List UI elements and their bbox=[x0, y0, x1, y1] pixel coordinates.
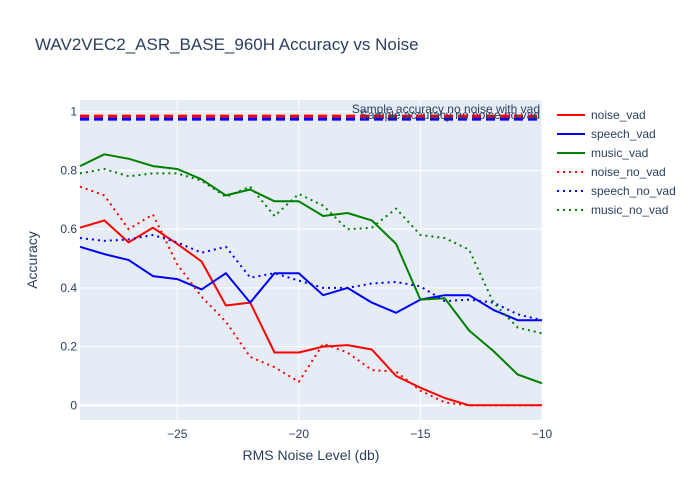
legend-item[interactable]: music_vad bbox=[557, 146, 648, 160]
legend-label: music_no_vad bbox=[591, 203, 668, 217]
legend-item[interactable]: music_no_vad bbox=[557, 203, 668, 217]
reference-line-label: Sample accuracy no noise no vad bbox=[360, 108, 540, 122]
x-axis-title: RMS Noise Level (db) bbox=[243, 447, 380, 463]
grid bbox=[80, 100, 543, 420]
y-axis-title: Accuracy bbox=[24, 231, 40, 289]
legend-item[interactable]: speech_no_vad bbox=[557, 184, 676, 198]
x-tick-label: −25 bbox=[167, 427, 188, 441]
legend-label: noise_vad bbox=[591, 108, 646, 122]
legend-item[interactable]: speech_vad bbox=[557, 127, 656, 141]
legend-label: music_vad bbox=[591, 146, 648, 160]
reference-lines: Sample accuracy no noise with vadSample … bbox=[80, 102, 542, 122]
x-tick-label: −20 bbox=[289, 427, 310, 441]
chart-title: WAV2VEC2_ASR_BASE_960H Accuracy vs Noise bbox=[35, 35, 419, 54]
series-line-music_vad bbox=[79, 153, 543, 385]
series-line-speech_no_vad bbox=[79, 234, 543, 322]
y-tick-label: 0 bbox=[70, 398, 77, 412]
series-lines bbox=[79, 153, 543, 407]
legend-item[interactable]: noise_no_vad bbox=[557, 165, 666, 179]
series-line-music_no_vad bbox=[79, 168, 543, 335]
legend-label: noise_no_vad bbox=[591, 165, 666, 179]
x-tick-label: −10 bbox=[532, 427, 553, 441]
legend-label: speech_no_vad bbox=[591, 184, 676, 198]
legend-label: speech_vad bbox=[591, 127, 656, 141]
y-tick-label: 0.8 bbox=[60, 163, 77, 177]
plot-area bbox=[80, 100, 542, 420]
y-tick-label: 0.4 bbox=[60, 281, 77, 295]
y-tick-label: 0.6 bbox=[60, 222, 77, 236]
reference-line-label: Sample accuracy no noise with vad bbox=[352, 102, 540, 116]
tick-labels: −25 −20 −15 −10 0 0.2 0.4 0.6 0.8 1 bbox=[60, 105, 552, 441]
y-tick-label: 0.2 bbox=[60, 340, 77, 354]
x-tick-label: −15 bbox=[410, 427, 431, 441]
y-tick-label: 1 bbox=[70, 105, 77, 119]
series-line-noise_vad bbox=[79, 219, 542, 407]
legend-item[interactable]: noise_vad bbox=[557, 108, 646, 122]
legend: noise_vad speech_vad music_vad noise_no_vad… bbox=[557, 108, 676, 217]
